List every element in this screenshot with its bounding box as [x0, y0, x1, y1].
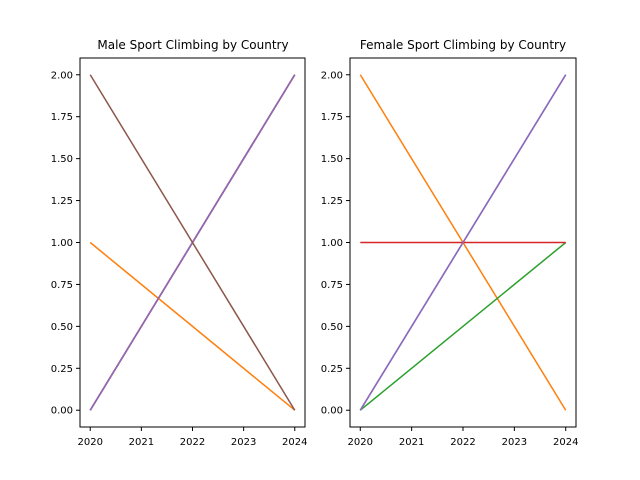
x-tick-label-left: 2022	[180, 437, 205, 448]
chart-title-right: Female Sport Climbing by Country	[360, 38, 566, 52]
y-tick-label-right: 0.50	[321, 322, 343, 333]
x-tick-label-left: 2020	[78, 437, 103, 448]
y-tick-label-left: 1.50	[51, 154, 73, 165]
right-chart-panel: Female Sport Climbing by Country 0.00 0.2…	[321, 38, 579, 448]
y-tick-label-right: 0.25	[321, 364, 343, 375]
y-tick-label-left: 0.25	[51, 364, 73, 375]
axes-ticks-right: 0.00 0.25 0.50 0.75 1.00 1.25 1.50 1.75 2.00 2020…	[321, 70, 579, 448]
x-tick-label-right: 2022	[450, 437, 475, 448]
y-tick-label-right: 1.25	[321, 196, 343, 207]
axes-ticks-left: 0.00 0.25 0.50 0.75 1.00 1.25 1.50 1.75 2.00 2020…	[51, 70, 308, 448]
x-tick-label-left: 2023	[231, 437, 256, 448]
y-tick-label-left: 0.00	[51, 406, 73, 417]
x-tick-label-right: 2021	[399, 437, 424, 448]
y-tick-label-right: 0.00	[321, 406, 343, 417]
series-line-left-6	[89, 74, 296, 411]
series-line-right-3	[359, 241, 567, 411]
y-tick-label-left: 0.75	[51, 280, 73, 291]
x-tick-label-left: 2024	[282, 437, 307, 448]
y-tick-label-left: 1.00	[51, 238, 73, 249]
y-tick-label-right: 1.00	[321, 238, 343, 249]
x-tick-label-right: 2020	[348, 437, 373, 448]
axes-frame-right	[349, 57, 577, 428]
y-tick-label-left: 1.75	[51, 112, 73, 123]
y-tick-label-left: 1.25	[51, 196, 73, 207]
plot-lines-left	[89, 74, 296, 411]
y-tick-label-right: 1.75	[321, 112, 343, 123]
series-line-left-2	[89, 241, 296, 411]
series-line-right-5	[359, 74, 567, 411]
y-tick-label-left: 2.00	[51, 70, 73, 81]
chart-title-left: Male Sport Climbing by Country	[97, 38, 288, 52]
y-tick-label-right: 1.50	[321, 154, 343, 165]
y-tick-label-right: 2.00	[321, 70, 343, 81]
y-tick-label-right: 0.75	[321, 280, 343, 291]
axes-frame-left	[79, 57, 306, 428]
x-tick-label-right: 2023	[502, 437, 527, 448]
left-chart-panel: Male Sport Climbing by Country 0.000.250…	[51, 38, 308, 448]
plot-lines-right	[359, 74, 567, 411]
y-tick-label-left: 0.50	[51, 322, 73, 333]
x-tick-label-right: 2024	[553, 437, 578, 448]
x-tick-label-left: 2021	[129, 437, 154, 448]
